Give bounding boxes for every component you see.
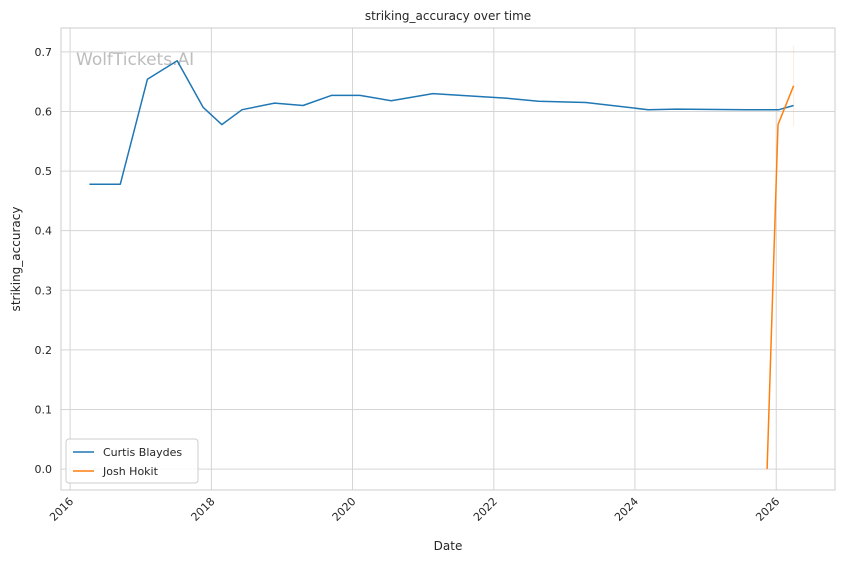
series-line-curtis-blaydes	[89, 60, 794, 185]
y-tick-label: 0.0	[35, 463, 53, 476]
y-tick-label: 0.4	[35, 225, 53, 238]
y-tick-label: 0.7	[35, 46, 53, 59]
y-tick-label: 0.2	[35, 344, 53, 357]
y-tick-label: 0.6	[35, 105, 53, 118]
y-tick-label: 0.1	[35, 404, 53, 417]
y-tick-label: 0.3	[35, 284, 53, 297]
series-line-josh-hokit	[766, 85, 795, 470]
y-axis-title: striking_accuracy	[9, 207, 23, 312]
watermark-text: WolfTickets.AI	[76, 50, 194, 70]
legend: Curtis Blaydes Josh Hokit	[65, 438, 199, 484]
y-tick-label: 0.5	[35, 165, 53, 178]
plot-area-frame	[60, 27, 836, 491]
legend-label: Curtis Blaydes	[103, 446, 182, 459]
chart-title: striking_accuracy over time	[365, 9, 531, 23]
legend-box	[65, 438, 199, 484]
series-lines	[89, 45, 795, 470]
x-axis-title: Date	[434, 539, 463, 553]
legend-label: Josh Hokit	[102, 465, 159, 478]
grid	[61, 28, 835, 490]
